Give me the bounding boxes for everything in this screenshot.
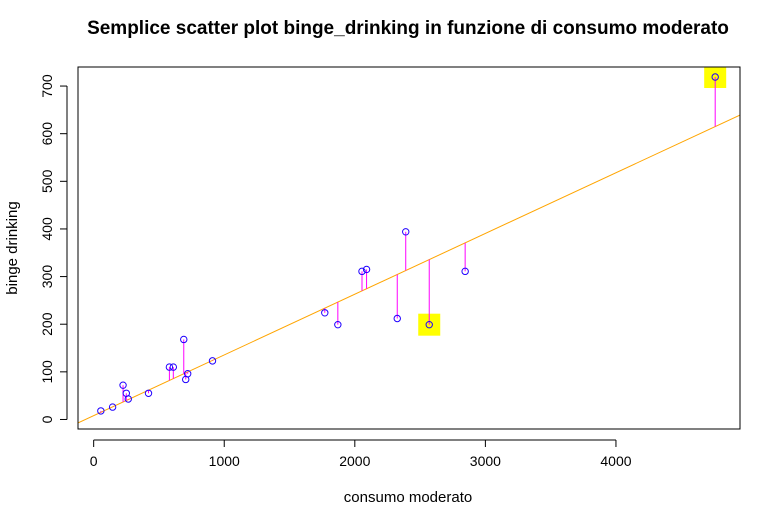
data-point-2: [119, 381, 127, 389]
y-tick-label-1: 100: [39, 360, 55, 384]
data-point-5: [144, 389, 153, 397]
data-point-15: [362, 265, 371, 274]
data-point-12: [321, 309, 329, 317]
plot-content: [78, 67, 740, 424]
x-tick-label-0: 0: [90, 453, 98, 469]
y-tick-label-5: 500: [39, 169, 55, 193]
data-point-4: [124, 395, 132, 403]
data-point-0: [97, 407, 105, 415]
chart-title: Semplice scatter plot binge_drinking in …: [87, 18, 729, 39]
x-tick-label-3: 3000: [470, 453, 501, 469]
data-point-11: [208, 357, 217, 365]
plot-frame: [77, 66, 741, 430]
data-point-6: [165, 363, 174, 371]
y-tick-label-7: 700: [39, 74, 55, 98]
x-tick-label-2: 2000: [339, 453, 370, 469]
data-point-19: [461, 267, 469, 276]
data-point-7: [169, 363, 178, 371]
y-tick-label-6: 600: [39, 122, 55, 146]
y-axis: 0 100 200 300 400 500 600 700: [39, 74, 68, 423]
plot-area: [78, 67, 740, 424]
data-point-17: [402, 228, 410, 236]
y-tick-label-3: 300: [39, 265, 55, 289]
y-tick-label-4: 400: [39, 217, 55, 241]
data-point-13: [334, 320, 342, 329]
y-tick-label-2: 200: [39, 312, 55, 336]
data-point-14: [358, 267, 366, 276]
data-point-8: [180, 335, 188, 344]
data-point-18: [425, 320, 433, 329]
data-point-1: [108, 403, 117, 411]
y-axis-label: binge drinking: [4, 201, 21, 294]
data-point-20: [711, 73, 719, 81]
y-tick-label-0: 0: [39, 415, 55, 423]
x-axis-label: consumo moderato: [344, 489, 472, 506]
x-axis: 0 1000 2000 3000 4000: [90, 439, 632, 469]
regression-line: [78, 114, 740, 424]
x-tick-label-1: 1000: [209, 453, 240, 469]
data-point-16: [393, 314, 401, 323]
x-tick-label-4: 4000: [600, 453, 631, 469]
data-point-10: [183, 370, 192, 378]
